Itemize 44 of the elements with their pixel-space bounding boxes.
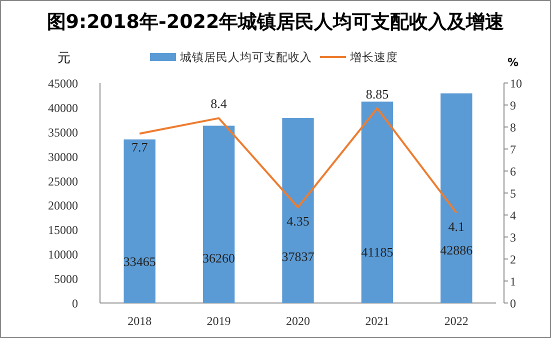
bar <box>282 118 314 303</box>
y2-tick-label: 4 <box>510 208 516 222</box>
data-label: 7.7 <box>131 140 148 155</box>
y2-tick-label: 0 <box>510 296 516 310</box>
x-tick-label: 2019 <box>206 314 231 328</box>
y2-tick-label: 9 <box>510 98 516 112</box>
bar <box>124 139 156 303</box>
data-label: 4.1 <box>448 218 465 234</box>
y-tick-label: 15000 <box>48 223 78 238</box>
y2-axis-title: % <box>507 56 519 69</box>
y-tick-label: 10000 <box>48 248 78 262</box>
bar <box>202 126 235 303</box>
bar <box>440 93 472 303</box>
y-tick-label: 25000 <box>48 174 78 188</box>
y-tick-label: 35000 <box>48 125 78 140</box>
x-tick-label: 2021 <box>365 314 390 328</box>
y2-tick-label: 2 <box>510 252 516 266</box>
y-tick-label: 0 <box>72 296 78 310</box>
y2-tick-label: 1 <box>510 274 516 288</box>
y2-tick-label: 8 <box>510 120 516 134</box>
data-label: 37837 <box>282 248 315 264</box>
y-axis-title: 元 <box>58 51 70 66</box>
y-tick-label: 5000 <box>54 272 78 286</box>
legend-label: 城镇居民人均可支配收入 <box>179 50 312 64</box>
y-tick-label: 45000 <box>48 76 78 90</box>
y2-tick-label: 10 <box>510 76 522 90</box>
data-label: 36260 <box>202 250 236 266</box>
x-tick-label: 2018 <box>128 314 152 328</box>
chart-title: 图9:2018年-2022年城镇居民人均可支配收入及增速 <box>46 11 504 33</box>
data-label: 33465 <box>123 254 156 270</box>
data-label: 4.35 <box>286 213 310 228</box>
y2-tick-label: 6 <box>510 164 516 178</box>
y-tick-label: 40000 <box>48 100 78 115</box>
data-label: 8.4 <box>210 96 228 112</box>
y-tick-label: 20000 <box>48 198 78 213</box>
x-tick-label: 2020 <box>286 314 310 328</box>
y-tick-label: 30000 <box>48 150 78 164</box>
data-label: 8.85 <box>366 86 389 102</box>
legend-label: 增长速度 <box>349 50 398 64</box>
bar <box>361 102 394 303</box>
y2-tick-label: 3 <box>510 230 516 244</box>
y2-tick-label: 7 <box>510 142 516 156</box>
x-tick-label: 2022 <box>444 314 468 328</box>
y2-tick-label: 5 <box>510 186 516 200</box>
